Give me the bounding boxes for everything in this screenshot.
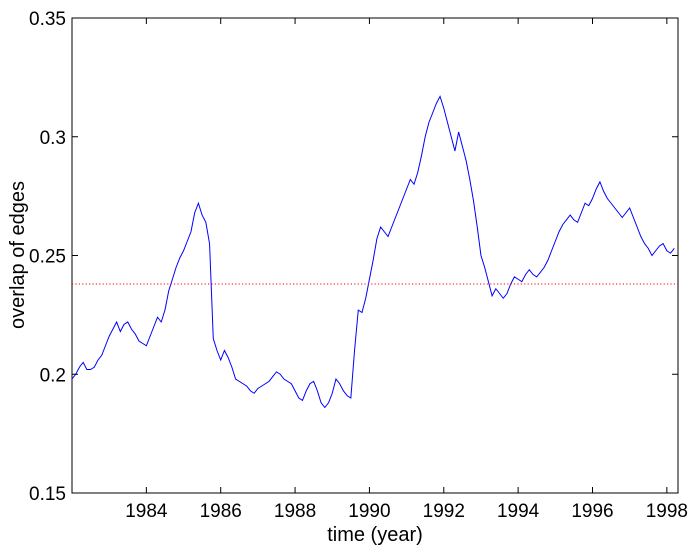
y-tick-label: 0.3 bbox=[40, 128, 66, 149]
x-tick-label: 1986 bbox=[200, 501, 242, 522]
x-tick-label: 1990 bbox=[348, 501, 390, 522]
tick-layer: 1984 1986 1988 1990 1992 1994 1996 1998 0.15 0.2 0… bbox=[29, 9, 688, 522]
y-tick-label: 0.25 bbox=[29, 247, 66, 268]
y-tick-label: 0.15 bbox=[29, 484, 66, 505]
plot-frame bbox=[71, 17, 679, 494]
y-tick-label: 0.35 bbox=[29, 9, 66, 30]
x-tick-label: 1984 bbox=[125, 501, 168, 522]
x-tick-label: 1988 bbox=[274, 501, 316, 522]
y-tick-label: 0.2 bbox=[40, 365, 66, 386]
series-layer bbox=[71, 95, 678, 409]
x-tick-label: 1998 bbox=[646, 501, 688, 522]
x-tick-label: 1994 bbox=[497, 501, 540, 522]
x-tick-label: 1996 bbox=[571, 501, 613, 522]
series-line bbox=[71, 95, 675, 409]
x-axis-label: time (year) bbox=[327, 524, 423, 546]
x-tick-label: 1992 bbox=[423, 501, 465, 522]
y-axis-label: overlap of edges bbox=[7, 181, 29, 329]
